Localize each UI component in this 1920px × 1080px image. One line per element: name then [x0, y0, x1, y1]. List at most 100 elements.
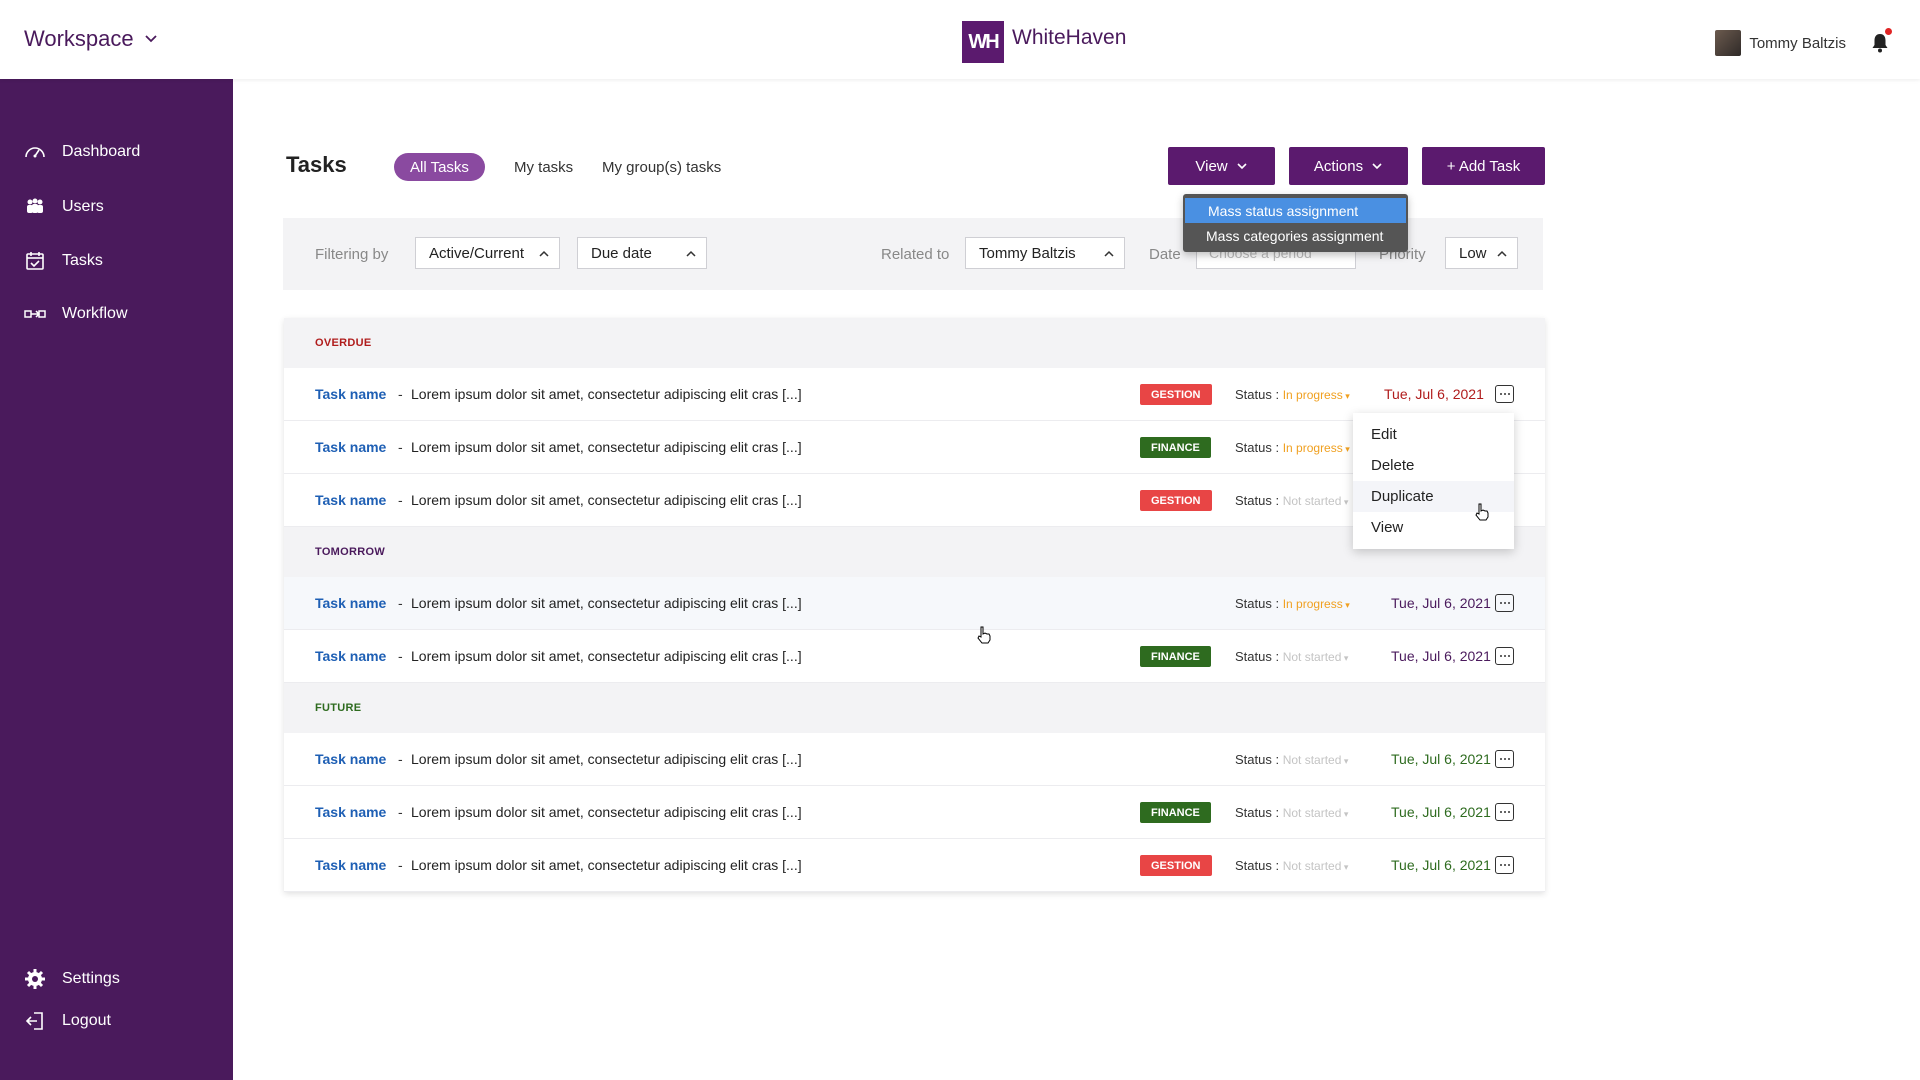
task-name-link[interactable]: Task name: [315, 386, 387, 402]
edit-menu-item[interactable]: Edit: [1371, 426, 1397, 443]
task-row[interactable]: Task name - Lorem ipsum dolor sit amet, co…: [284, 733, 1545, 786]
status-control[interactable]: Status : Not started ▾: [1235, 858, 1348, 873]
sort-value: Due date: [591, 244, 652, 262]
task-name-link[interactable]: Task name: [315, 439, 387, 455]
task-row[interactable]: Task name - Lorem ipsum dolor sit amet, co…: [284, 839, 1545, 892]
mass-categories-assignment-item[interactable]: Mass categories assignment: [1206, 227, 1384, 244]
brand: WH WhiteHaven: [962, 21, 1126, 63]
status-label: Status :: [1235, 387, 1280, 402]
category-badge: FINANCE: [1140, 802, 1211, 823]
sidebar-item-label: Dashboard: [62, 143, 141, 160]
gear-icon: [25, 969, 45, 989]
task-name-link[interactable]: Task name: [315, 492, 387, 508]
sidebar-item-tasks[interactable]: Tasks: [24, 250, 103, 272]
task-row[interactable]: Task name - Lorem ipsum dolor sit amet, co…: [284, 368, 1545, 421]
date-label: Date: [1149, 246, 1181, 263]
task-description: Lorem ipsum dolor sit amet, consectetur …: [411, 751, 802, 767]
chevron-down-icon: [1237, 163, 1247, 170]
hand-cursor-icon: [977, 626, 991, 644]
related-to-select[interactable]: Tommy Baltzis: [965, 237, 1125, 269]
user-menu[interactable]: Tommy Baltzis: [1715, 30, 1846, 56]
duplicate-menu-item[interactable]: Duplicate: [1353, 481, 1514, 512]
sidebar-item-settings[interactable]: Settings: [24, 968, 120, 990]
avatar: [1715, 30, 1742, 56]
status-label: Status :: [1235, 805, 1280, 820]
calendar-icon: [26, 252, 44, 270]
brand-name: WhiteHaven: [1012, 26, 1127, 49]
delete-menu-item[interactable]: Delete: [1371, 457, 1415, 474]
task-row[interactable]: Task name - Lorem ipsum dolor sit amet, co…: [284, 474, 1545, 527]
status-label: Status :: [1235, 649, 1280, 664]
tab-my-tasks[interactable]: My tasks: [514, 158, 574, 176]
sort-select[interactable]: Due date: [577, 237, 707, 269]
workspace-switcher[interactable]: Workspace: [24, 26, 158, 52]
separator: -: [398, 751, 403, 767]
more-options-icon[interactable]: [1495, 385, 1514, 403]
status-filter-select[interactable]: Active/Current: [415, 237, 560, 269]
actions-button[interactable]: Actions: [1289, 147, 1408, 185]
separator: -: [398, 439, 403, 455]
task-description: Lorem ipsum dolor sit amet, consectetur …: [411, 857, 802, 873]
more-options-icon[interactable]: [1495, 856, 1514, 874]
chevron-up-icon: [1497, 250, 1507, 257]
priority-select[interactable]: Low: [1445, 237, 1518, 269]
caret-down-icon: ▾: [1341, 809, 1349, 819]
add-task-button[interactable]: + Add Task: [1422, 147, 1545, 185]
chevron-up-icon: [686, 250, 696, 257]
filtering-by-label: Filtering by: [315, 246, 389, 263]
more-options-icon[interactable]: [1495, 803, 1514, 821]
status-label: Status :: [1235, 596, 1280, 611]
more-options-icon[interactable]: [1495, 750, 1514, 768]
task-name-link[interactable]: Task name: [315, 804, 387, 820]
notification-dot: [1885, 28, 1892, 35]
tab-my-group-tasks[interactable]: My group(s) tasks: [602, 158, 722, 176]
due-date: Tue, Jul 6, 2021: [1391, 595, 1491, 611]
tab-all-tasks[interactable]: All Tasks: [394, 153, 485, 181]
status-control[interactable]: Status : Not started ▾: [1235, 649, 1348, 664]
view-button[interactable]: View: [1168, 147, 1275, 185]
bell-icon[interactable]: [1870, 32, 1890, 54]
actions-button-label: Actions: [1313, 157, 1364, 175]
priority-value: Low: [1459, 244, 1487, 262]
status-control[interactable]: Status : In progress ▾: [1235, 596, 1350, 611]
group-header: TOMORROW: [284, 527, 1545, 577]
group-header: OVERDUE: [284, 318, 1545, 368]
sidebar-item-workflow[interactable]: Workflow: [24, 303, 128, 325]
task-row[interactable]: Task name - Lorem ipsum dolor sit amet, co…: [284, 577, 1545, 630]
mass-status-assignment-item[interactable]: Mass status assignment: [1185, 198, 1406, 223]
gauge-icon: [25, 147, 45, 158]
category-badge: GESTION: [1140, 855, 1212, 876]
task-row[interactable]: Task name - Lorem ipsum dolor sit amet, co…: [284, 786, 1545, 839]
status-value: Not started: [1282, 859, 1342, 873]
status-label: Status :: [1235, 752, 1280, 767]
caret-down-icon: ▾: [1342, 391, 1350, 401]
view-menu-item[interactable]: View: [1371, 519, 1404, 536]
sidebar-item-logout[interactable]: Logout: [24, 1010, 111, 1032]
chevron-up-icon: [1104, 250, 1114, 257]
sidebar-item-users[interactable]: Users: [24, 196, 104, 218]
more-options-icon[interactable]: [1495, 647, 1514, 665]
status-control[interactable]: Status : Not started ▾: [1235, 805, 1348, 820]
task-name-link[interactable]: Task name: [315, 857, 387, 873]
chevron-down-icon: [145, 35, 157, 43]
status-control[interactable]: Status : In progress ▾: [1235, 440, 1350, 455]
due-date: Tue, Jul 6, 2021: [1391, 751, 1491, 767]
task-row[interactable]: Task name - Lorem ipsum dolor sit amet, co…: [284, 630, 1545, 683]
task-row[interactable]: Task name - Lorem ipsum dolor sit amet, co…: [284, 421, 1545, 474]
status-control[interactable]: Status : Not started ▾: [1235, 752, 1348, 767]
separator: -: [398, 857, 403, 873]
sidebar-item-dashboard[interactable]: Dashboard: [24, 141, 140, 163]
status-control[interactable]: Status : In progress ▾: [1235, 387, 1350, 402]
caret-down-icon: ▾: [1342, 444, 1350, 454]
more-options-icon[interactable]: [1495, 594, 1514, 612]
category-badge: GESTION: [1140, 384, 1212, 405]
task-name-link[interactable]: Task name: [315, 751, 387, 767]
status-control[interactable]: Status : Not started ▾: [1235, 493, 1348, 508]
status-filter-value: Active/Current: [429, 244, 525, 262]
task-name-link[interactable]: Task name: [315, 595, 387, 611]
task-name-link[interactable]: Task name: [315, 648, 387, 664]
page-title: Tasks: [286, 152, 347, 177]
caret-down-icon: ▾: [1341, 862, 1349, 872]
task-description: Lorem ipsum dolor sit amet, consectetur …: [411, 804, 802, 820]
category-badge: GESTION: [1140, 490, 1212, 511]
